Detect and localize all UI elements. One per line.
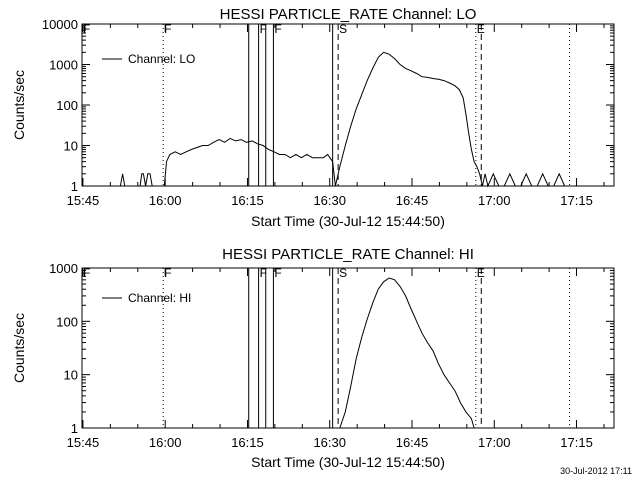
x-tick-label: 16:45 xyxy=(396,435,429,450)
y-tick-label: 1000 xyxy=(49,58,78,73)
chart-title: HESSI PARTICLE_RATE Channel: HI xyxy=(222,246,474,263)
series-line-0 xyxy=(119,51,571,188)
x-tick-label: 17:15 xyxy=(560,435,593,450)
y-tick-label: 10 xyxy=(64,139,78,154)
footer-timestamp: 30-Jul-2012 17:11 xyxy=(560,466,632,476)
chart-panel-1: HESSI PARTICLE_RATE Channel: HI 15:45 16:0… xyxy=(11,246,615,470)
legend: Channel: HI xyxy=(102,291,191,305)
chart-title: HESSI PARTICLE_RATE Channel: LO xyxy=(220,6,477,23)
x-tick-label: 16:30 xyxy=(313,193,346,208)
legend: Channel: LO xyxy=(102,52,195,66)
y-tick-label: 10 xyxy=(64,368,78,383)
event-marker-label: F xyxy=(164,266,171,280)
y-axis-label: Counts/sec xyxy=(11,313,27,383)
x-tick-label: 17:15 xyxy=(560,193,593,208)
x-tick-label: 16:45 xyxy=(396,193,429,208)
x-tick-label: 15:45 xyxy=(67,435,100,450)
legend-label: Channel: HI xyxy=(128,291,191,305)
y-tick-label: 1000 xyxy=(49,261,78,276)
y-tick-label: 10000 xyxy=(42,17,78,32)
x-tick-label: 17:00 xyxy=(478,193,511,208)
x-tick-label: 15:45 xyxy=(67,193,100,208)
legend-label: Channel: LO xyxy=(128,52,195,66)
x-tick-label: 16:00 xyxy=(149,435,182,450)
event-marker-label: S xyxy=(339,22,347,36)
x-axis-label: Start Time (30-Jul-12 15:44:50) xyxy=(251,454,445,470)
event-marker-label: F xyxy=(260,22,267,36)
x-tick-label: 16:15 xyxy=(231,435,264,450)
plot-frame xyxy=(81,23,615,187)
x-tick-label: 17:00 xyxy=(478,435,511,450)
x-tick-label: 16:00 xyxy=(149,193,182,208)
y-tick-label: 100 xyxy=(56,98,78,113)
y-tick-label: 1 xyxy=(71,179,78,194)
event-marker-label: F xyxy=(83,22,90,36)
y-tick-label: 1 xyxy=(71,421,78,436)
event-marker-label: F xyxy=(274,22,281,36)
event-marker-label: F xyxy=(83,266,90,280)
x-axis-label: Start Time (30-Jul-12 15:44:50) xyxy=(251,213,445,229)
y-axis-label: Counts/sec xyxy=(11,70,27,140)
event-marker-label: F xyxy=(274,266,281,280)
event-marker-label: F xyxy=(164,22,171,36)
event-marker-label: S xyxy=(339,266,347,280)
y-tick-label: 100 xyxy=(56,314,78,329)
x-tick-label: 16:15 xyxy=(231,193,264,208)
chart-panel-0: HESSI PARTICLE_RATE Channel: LO 15:45 16:0… xyxy=(11,6,615,229)
x-tick-label: 16:30 xyxy=(313,435,346,450)
event-marker-label: F xyxy=(260,266,267,280)
series-line-0 xyxy=(339,277,475,429)
